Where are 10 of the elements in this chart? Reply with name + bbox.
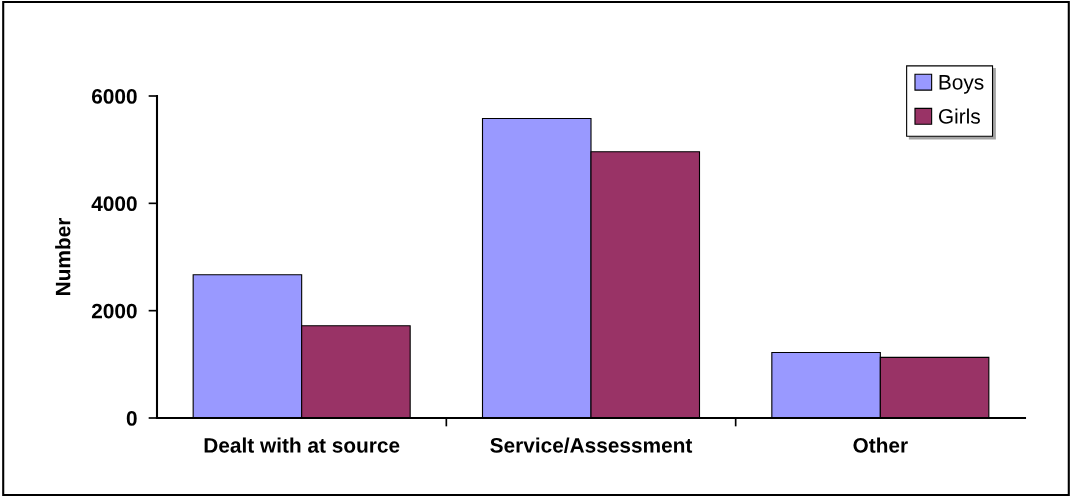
- y-tick-label: 2000: [91, 303, 137, 319]
- x-tick-label: Service/Assessment: [490, 437, 693, 453]
- x-tick-label: Dealt with at source: [204, 437, 400, 453]
- x-tick-label: Other: [853, 437, 908, 453]
- legend-label: Boys: [939, 75, 984, 94]
- legend-label: Girls: [938, 108, 980, 124]
- y-tick-label: 0: [126, 411, 137, 426]
- y-tick-label: 6000: [91, 89, 137, 104]
- y-axis-title: Number: [55, 217, 71, 295]
- y-tick-label: 4000: [91, 196, 137, 212]
